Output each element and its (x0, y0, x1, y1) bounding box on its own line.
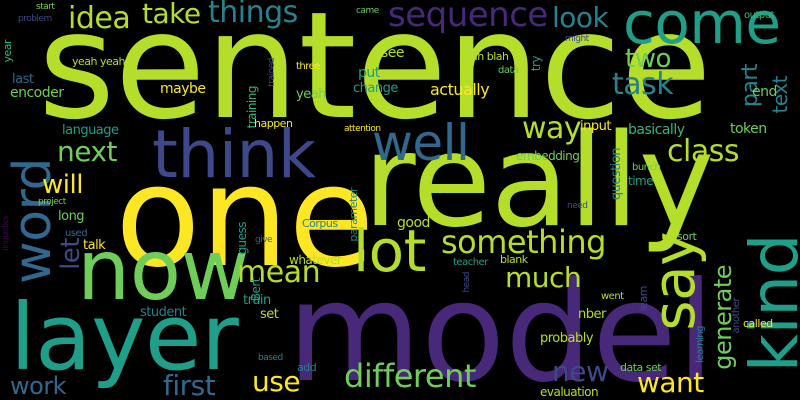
word-set: set (260, 307, 279, 322)
word-something: something (441, 223, 606, 261)
word-encoder: encoder (10, 85, 64, 101)
word-whatever: whatever (289, 253, 342, 267)
word-first: first (163, 369, 216, 400)
word-way: way (522, 111, 582, 146)
word-end: end (752, 84, 777, 100)
word-question: question (609, 148, 624, 201)
word-time: time (628, 174, 654, 188)
word-idea: idea (68, 1, 131, 36)
word-let: let (56, 238, 86, 270)
word-things: things (208, 0, 298, 30)
word-kind: kind (736, 234, 800, 373)
word-used: used (65, 228, 88, 239)
word-based: based (258, 353, 283, 363)
word-will: will (42, 170, 83, 200)
word-give: give (255, 235, 273, 245)
word-language: language (62, 123, 119, 138)
word-actually: actually (430, 80, 490, 99)
word-blank: blank (500, 253, 528, 266)
word-start: start (36, 2, 55, 12)
word-model: model (287, 252, 715, 400)
word-probably: probably (540, 331, 594, 346)
word-basically: basically (628, 122, 685, 138)
word-put: put (358, 65, 380, 81)
word-maybe: maybe (160, 81, 206, 97)
word-project: project (38, 197, 66, 207)
word-class: class (667, 134, 739, 169)
word-evaluation: evaluation (540, 385, 599, 399)
word-long: long (58, 209, 85, 224)
word-might: might (565, 34, 589, 44)
word-three: three (296, 61, 320, 72)
word-data: data (498, 65, 519, 76)
word-now: now (77, 221, 249, 319)
word-output: output (744, 10, 774, 21)
word-lot: lot (353, 217, 426, 285)
word-student: student (140, 305, 187, 320)
word-really: really (363, 107, 714, 256)
word-new: new (552, 355, 609, 388)
word-say: say (640, 232, 708, 331)
word-came: came (356, 6, 379, 16)
word-add: add (297, 361, 317, 374)
word-year: year (1, 40, 14, 63)
word-learn: learn (637, 286, 650, 312)
word-need: need (567, 201, 588, 211)
word-next: next (57, 135, 118, 168)
word-mean: mean (237, 255, 321, 290)
word-last: last (12, 72, 34, 87)
word-think: think (152, 116, 316, 193)
word-want: want (637, 366, 704, 399)
word-yeah: yeah (296, 87, 326, 102)
word-guess: guess (235, 222, 249, 255)
word-embedding: embedding (516, 149, 580, 163)
word-linguistics: linguistics (1, 216, 10, 251)
word-went: went (601, 291, 624, 302)
word-trained: trained (267, 58, 277, 87)
word-input: input (580, 119, 611, 134)
word-see: see (381, 45, 405, 61)
word-much: much (505, 261, 582, 294)
word-work: work (10, 372, 67, 400)
word-train: train (243, 293, 271, 308)
word-another: another (731, 298, 742, 334)
word-take: take (142, 0, 201, 30)
word-happen: happen (254, 117, 293, 130)
word-yeah-yeah: yeah yeah (72, 55, 125, 68)
word-try: try (529, 56, 543, 72)
word-look: look (552, 1, 609, 34)
word-learning: learning (695, 326, 706, 363)
word-parameter: parameter (347, 188, 360, 242)
word-attention: attention (344, 124, 381, 134)
word-sort: sort (677, 230, 697, 243)
word-token: token (730, 121, 767, 137)
word-good: good (397, 215, 430, 231)
word-called: called (743, 317, 773, 330)
word-sequence: sequence (388, 0, 548, 35)
word-problem: problem (18, 14, 52, 24)
word-data-set: data set (620, 361, 662, 374)
word-two: two (625, 44, 671, 74)
word-task: task (612, 67, 674, 102)
word-use: use (252, 365, 301, 398)
word-change: change (353, 81, 398, 96)
word-one: one (115, 136, 375, 299)
word-talk: talk (83, 238, 106, 253)
word-layer: layer (10, 284, 239, 391)
word-different: different (344, 357, 476, 395)
word-head: head (462, 272, 472, 293)
word-corpus: Corpus (302, 217, 338, 230)
word-blah-blah: blah blah (462, 50, 509, 63)
word-bunch: bunch (632, 162, 661, 173)
word-sentence: sentence (38, 0, 712, 152)
word-come: come (623, 0, 781, 57)
word-well: well (372, 114, 470, 172)
word-nber: nber (578, 307, 606, 322)
word-teacher: teacher (453, 257, 488, 268)
